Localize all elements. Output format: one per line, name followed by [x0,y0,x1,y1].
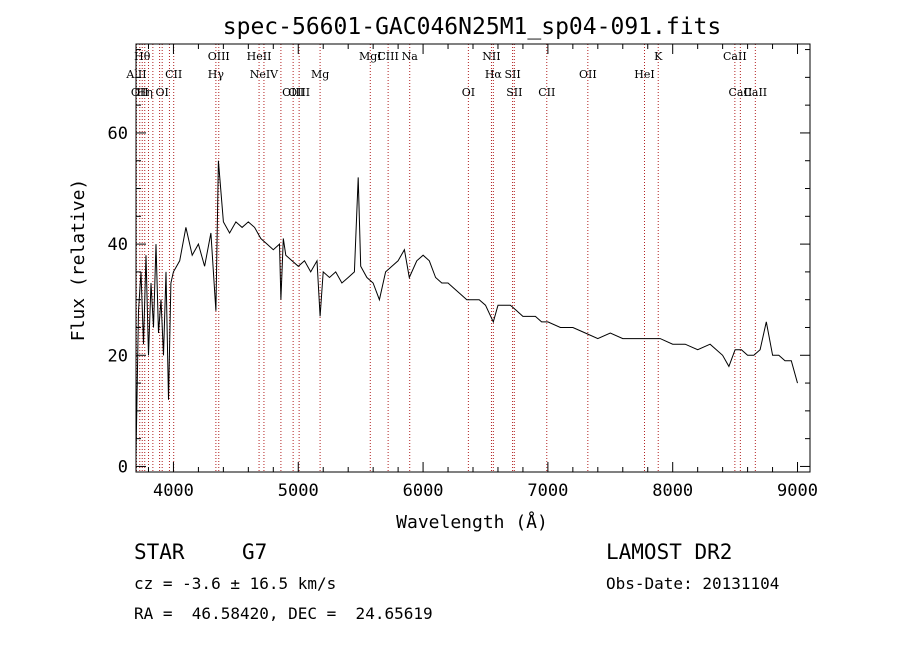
line-marker-label: OIII [288,86,310,99]
line-marker-label: NII [482,50,500,63]
spectrum-line [135,160,798,456]
line-marker-label: NeIV [250,68,279,81]
line-marker-label: CaII [729,86,753,99]
x-tick-label: 7000 [527,481,568,501]
line-marker-label: Hη [137,86,153,99]
line-markers [135,44,756,472]
y-axis-label: Flux (relative) [68,179,89,342]
line-marker-label: Hα [485,68,503,81]
object-class: STAR [134,540,185,564]
y-tick-label: 40 [108,235,128,255]
line-marker-label: MgI [359,50,382,63]
y-tick-label: 60 [108,124,128,144]
observation-date: Obs-Date: 20131104 [606,574,780,593]
line-marker-label: OI [462,86,475,99]
y-tick-label: 20 [108,346,128,366]
line-marker-label: CaII [743,86,767,99]
survey-name: LAMOST DR2 [606,540,733,564]
line-marker-label: K [654,50,663,63]
line-marker-label: HeI [634,68,654,81]
x-tick-label: 5000 [278,481,319,501]
plot-frame [135,43,811,473]
line-marker-label: OII [579,68,597,81]
x-tick-label: 8000 [652,481,693,501]
object-subclass: G7 [242,540,268,564]
x-tick-label: 9000 [777,481,818,501]
x-tick-label: 4000 [153,481,194,501]
x-axis: 4000 5000 6000 7000 8000 9000 [147,44,818,501]
line-marker-label: Hθ [134,50,151,63]
line-marker-label: OIII [208,50,230,63]
line-marker-label: Na [402,50,419,63]
y-axis: 0 20 40 60 [108,49,810,477]
line-marker-label: Mg [311,68,329,81]
redshift-cz: cz = -3.6 ± 16.5 km/s [134,574,337,593]
y-tick-label: 0 [118,457,128,477]
ra-dec: RA = 46.58420, DEC = 24.65619 [134,604,433,623]
line-marker-label: Hγ [208,68,225,81]
line-marker-label: OII [131,86,149,99]
line-marker-label: HeII [247,50,272,63]
line-marker-label: CIII [377,50,398,63]
line-marker-label: SII [506,86,522,99]
x-tick-label: 6000 [403,481,444,501]
line-marker-label: CII [538,86,555,99]
x-axis-label: Wavelength (Å) [396,511,548,533]
line-marker-label: CaII [723,50,747,63]
chart-title: spec-56601-GAC046N25M1_sp04-091.fits [223,14,722,40]
line-marker-label: OI [156,86,169,99]
line-marker-label: CII [165,68,182,81]
line-marker-label: OIII [282,86,304,99]
line-marker-label: SII [504,68,520,81]
